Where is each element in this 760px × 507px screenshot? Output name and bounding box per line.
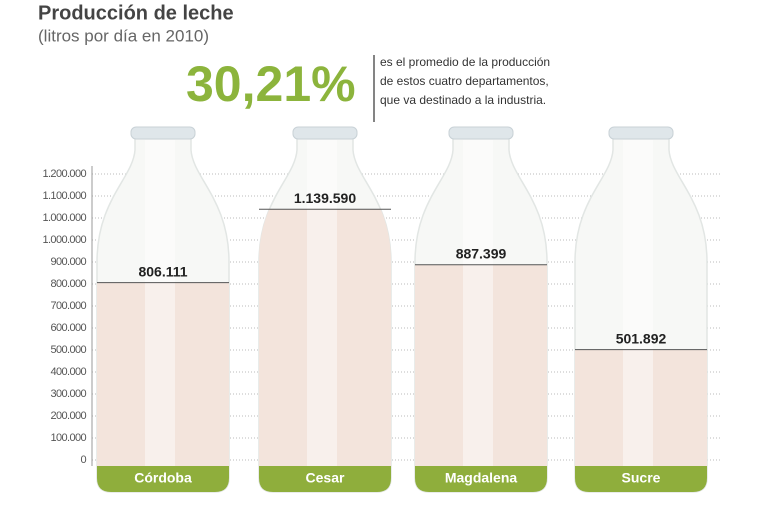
note-line: que va destinado a la industria. — [380, 93, 546, 107]
bottle-content — [415, 140, 547, 492]
y-tick-label: 1.000.000 — [42, 234, 86, 246]
bottle-cap — [448, 126, 514, 140]
y-tick-label: 900.000 — [50, 256, 86, 268]
category-label: Sucre — [622, 470, 661, 486]
bottle-highlight — [463, 140, 493, 470]
bottle-base — [415, 466, 547, 492]
y-tick-label: 200.000 — [50, 410, 86, 422]
bottle-content — [97, 140, 229, 492]
y-tick-label: 1.100.000 — [42, 190, 86, 202]
highlight: 30,21% — [186, 56, 356, 112]
bottle-content — [259, 140, 391, 492]
value-label: 887.399 — [456, 245, 507, 261]
note-line: es el promedio de la producción — [380, 55, 550, 69]
value-label: 806.111 — [138, 263, 187, 279]
bottle-base — [259, 466, 391, 492]
bottle-highlight — [623, 140, 653, 470]
bar — [575, 349, 707, 466]
bottle-highlight — [307, 140, 337, 470]
bottle-content — [575, 140, 707, 492]
bottle-highlight — [145, 140, 175, 470]
value-label: 501.892 — [616, 330, 667, 346]
y-tick-label: 700.000 — [50, 300, 86, 312]
y-tick-label: 1.000.000 — [42, 212, 86, 224]
y-tick-label: 800.000 — [50, 278, 86, 290]
y-tick-label: 400.000 — [50, 366, 86, 378]
bottle-cap — [608, 126, 674, 140]
chart-title: Producción de leche — [38, 2, 234, 24]
bottle-base — [97, 466, 229, 492]
bottle-base — [575, 466, 707, 492]
bar — [259, 209, 391, 466]
bar — [415, 264, 547, 466]
y-tick-label: 500.000 — [50, 344, 86, 356]
bottle-cap — [292, 126, 358, 140]
y-tick-label: 600.000 — [50, 322, 86, 334]
value-label: 1.139.590 — [294, 190, 356, 206]
category-label: Córdoba — [134, 470, 192, 486]
note-line: de estos cuatro departamentos, — [380, 74, 549, 88]
bottle-cap — [130, 126, 196, 140]
chart-subtitle: (litros por día en 2010) — [38, 26, 209, 45]
y-tick-label: 0 — [80, 454, 86, 466]
bar — [97, 282, 229, 466]
y-tick-label: 100.000 — [50, 432, 86, 444]
category-label: Magdalena — [445, 470, 518, 486]
y-tick-label: 1.200.000 — [42, 168, 86, 180]
y-tick-label: 300.000 — [50, 388, 86, 400]
category-label: Cesar — [306, 470, 345, 486]
